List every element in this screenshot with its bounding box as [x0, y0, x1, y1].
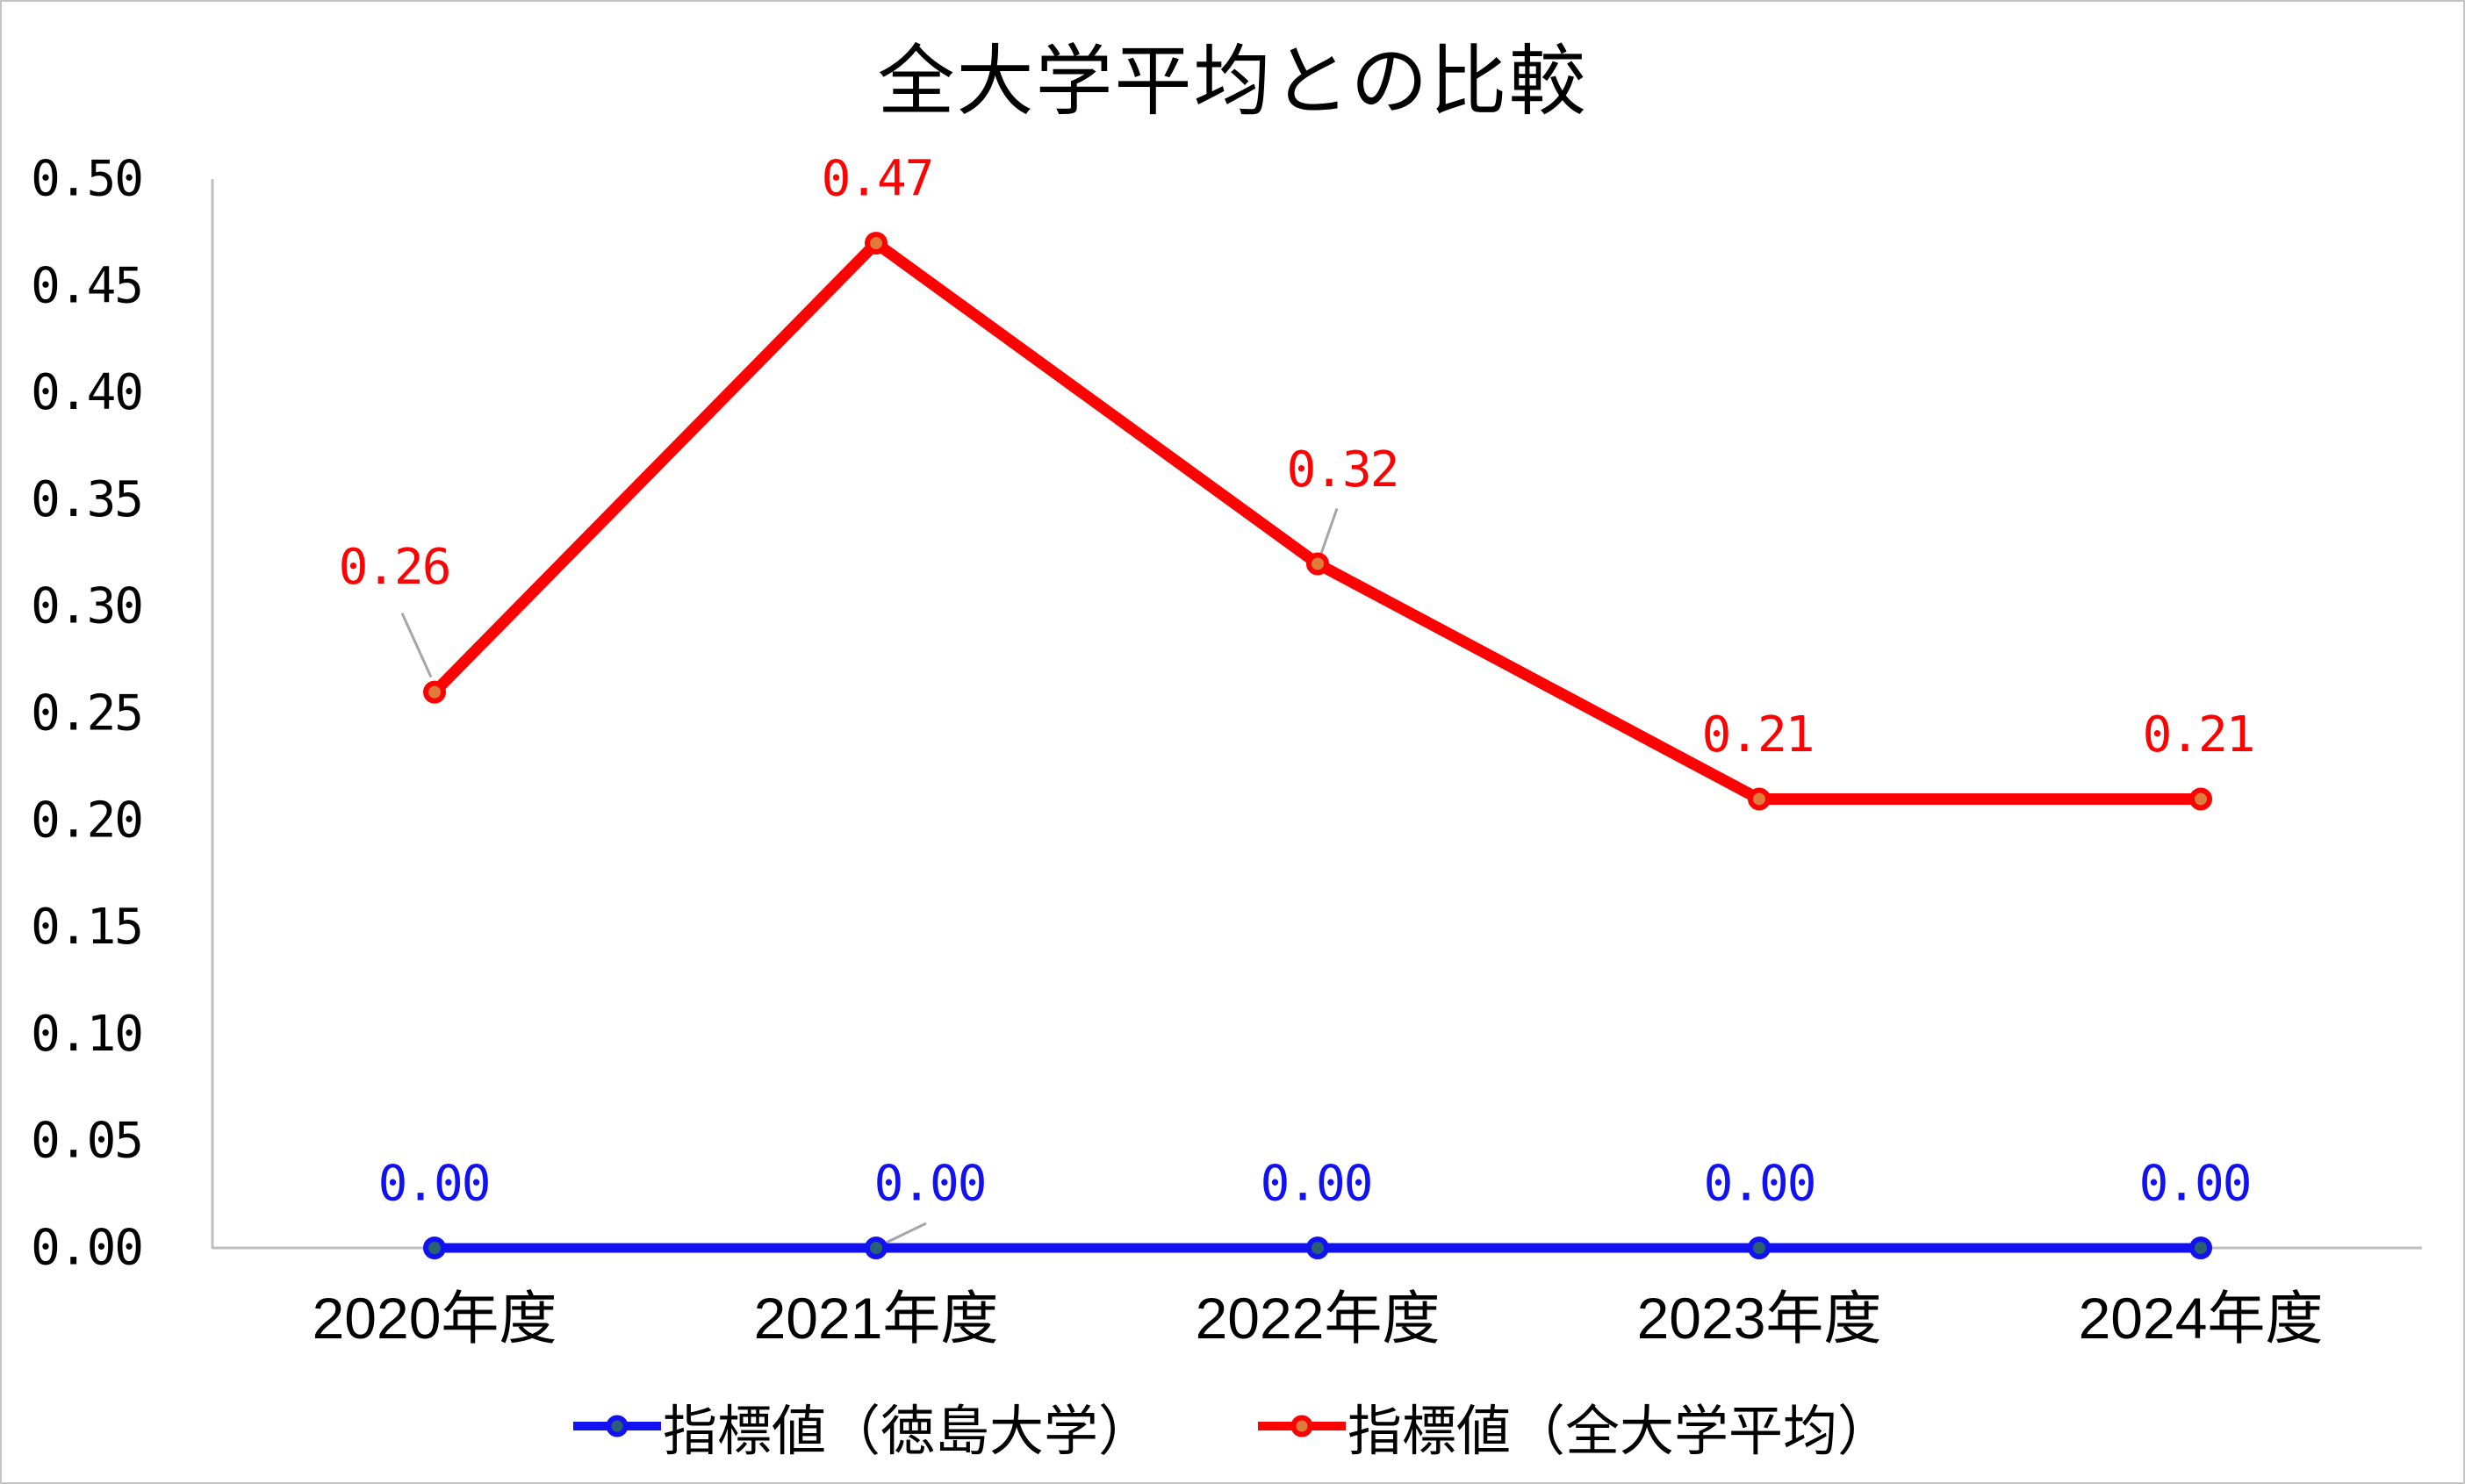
legend-line-marker-icon	[1258, 1415, 1346, 1437]
legend-item-all-universities: 指標値（全大学平均）	[1258, 1387, 1892, 1466]
legend-label-all-universities: 指標値（全大学平均）	[1347, 1402, 1893, 1462]
data-point-marker	[865, 1237, 888, 1259]
y-tick-label: 0.45	[31, 257, 142, 314]
data-point-label: 0.26	[339, 539, 450, 596]
x-tick-label: 2020年度	[313, 1286, 557, 1351]
data-point-marker	[865, 232, 888, 255]
data-point-marker	[1748, 787, 1771, 811]
y-tick-label: 0.10	[31, 1006, 142, 1063]
data-point-marker	[1306, 552, 1329, 576]
x-tick-label: 2024年度	[2079, 1286, 2324, 1351]
data-label-leader-line	[1317, 507, 1339, 562]
chart-title: 全大学平均との比較	[877, 38, 1588, 125]
data-point-marker	[1748, 1237, 1771, 1259]
data-point-label: 0.00	[378, 1156, 490, 1213]
x-tick-label: 2021年度	[754, 1286, 999, 1351]
data-point-marker	[1306, 1237, 1329, 1259]
y-tick-label: 0.30	[31, 578, 142, 635]
x-tick-label: 2023年度	[1637, 1286, 1882, 1351]
data-point-marker	[2189, 787, 2212, 811]
legend-label-tokushima: 指標値（徳島大学）	[662, 1402, 1153, 1462]
legend-line-marker-icon	[572, 1415, 661, 1437]
y-tick-label: 0.40	[31, 364, 142, 421]
y-tick-label: 0.20	[31, 792, 142, 849]
data-point-label: 0.32	[1287, 441, 1398, 498]
legend: 指標値（徳島大学） 指標値（全大学平均）	[2, 1387, 2463, 1466]
data-point-label: 0.00	[1704, 1156, 1815, 1213]
y-tick-label: 0.50	[31, 151, 142, 208]
series-line-1	[430, 235, 2201, 805]
data-point-label: 0.00	[874, 1156, 986, 1213]
data-point-marker	[2189, 1237, 2212, 1259]
data-point-marker	[423, 1237, 446, 1259]
y-tick-label: 0.05	[31, 1113, 142, 1170]
data-label-leader-line	[878, 1222, 927, 1248]
y-tick-label: 0.15	[31, 899, 142, 956]
y-tick-label: 0.35	[31, 471, 142, 528]
data-point-label: 0.00	[1261, 1156, 1372, 1213]
y-tick-label: 0.25	[31, 685, 142, 742]
data-point-label: 0.21	[2143, 706, 2254, 764]
data-point-label: 0.00	[2139, 1156, 2251, 1213]
data-point-label: 0.21	[1702, 706, 1814, 764]
legend-item-tokushima: 指標値（徳島大学）	[572, 1387, 1153, 1466]
data-point-label: 0.47	[822, 151, 933, 208]
data-label-leader-line	[400, 613, 433, 678]
x-tick-label: 2022年度	[1196, 1286, 1441, 1351]
data-point-marker	[423, 680, 446, 704]
y-tick-label: 0.00	[31, 1220, 142, 1277]
